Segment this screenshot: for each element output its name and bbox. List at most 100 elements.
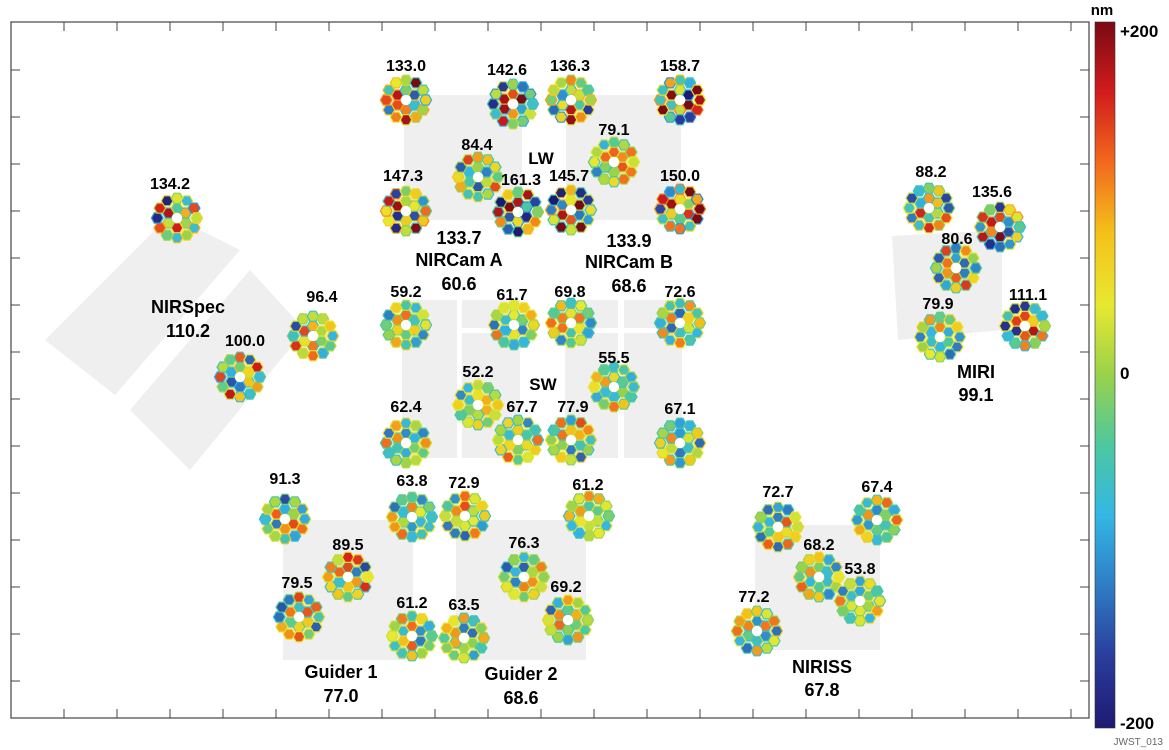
mirror-segment [607, 136, 621, 148]
mirror-segment [998, 320, 1012, 332]
mirror-segment [933, 311, 947, 323]
mirror-segment [673, 74, 687, 86]
mirror-segment [551, 631, 565, 643]
mirror-center-hole [583, 510, 595, 522]
wavefront-value-label: 72.6 [664, 284, 695, 301]
mirror-segment [902, 202, 916, 214]
wavefront-map: 55.5 [587, 350, 641, 413]
mirror-segment [282, 594, 296, 606]
mirror-center-hole [400, 205, 412, 217]
mirror-segment [887, 504, 901, 516]
mirror-segment [966, 252, 980, 264]
colorbar-bottom-label: -200 [1120, 714, 1154, 733]
mirror-segment [922, 182, 936, 194]
mirror-segment [590, 166, 604, 178]
mirror-segment [690, 193, 704, 205]
mirror-segment [572, 493, 586, 505]
mirror-segment [939, 279, 953, 291]
mirror-segment [458, 490, 472, 502]
mirror-segment [286, 330, 300, 342]
wavefront-value-label: 150.0 [660, 168, 700, 185]
mirror-segment [1018, 300, 1032, 312]
mirror-segment [405, 610, 419, 622]
mirror-segment [447, 649, 461, 661]
mirror-segment [1013, 221, 1027, 233]
wavefront-map: 84.4 [451, 137, 505, 203]
wavefront-value-label: 55.5 [598, 350, 629, 367]
mirror-segment [890, 514, 904, 526]
mirror-segment [547, 214, 561, 226]
mirror-segment [389, 188, 403, 200]
mirror-segment [422, 620, 436, 632]
mirror-segment [309, 601, 323, 613]
mirror-segment [663, 334, 677, 346]
mirror-segment [581, 307, 595, 319]
mirror-segment [491, 206, 505, 218]
mirror-segment [939, 192, 953, 204]
mirror-segment [500, 581, 514, 593]
mirror-segment [488, 161, 502, 173]
mirror-segment [693, 94, 707, 106]
mirror-segment [517, 551, 531, 563]
mirror-segment [461, 416, 475, 428]
mirror-segment [298, 513, 312, 525]
mirror-segment [272, 611, 286, 623]
mirror-center-hole [994, 221, 1006, 233]
nircam-b-value: 68.6 [611, 276, 646, 296]
mirror-segment [939, 245, 953, 257]
figure-code: JWST_013 [1114, 737, 1164, 748]
mirror-segment [587, 381, 601, 393]
wavefront-map: 89.5 [321, 537, 375, 603]
mirror-segment [422, 501, 436, 513]
wavefront-value-label: 67.1 [664, 401, 695, 418]
wavefront-map: 72.7 [751, 484, 805, 553]
mirror-segment [361, 571, 375, 583]
mirror-segment [528, 196, 542, 208]
mirror-segment [282, 628, 296, 640]
mirror-center-hole [950, 262, 962, 274]
mirror-segment [497, 571, 511, 583]
mirror-segment [730, 625, 744, 637]
guider-1-name: Guider 1 [304, 662, 377, 682]
mirror-segment [541, 614, 555, 626]
mirror-segment [973, 221, 987, 233]
mirror-center-hole [923, 202, 935, 214]
mirror-segment [507, 588, 521, 600]
mirror-segment [673, 183, 687, 195]
mirror-segment [497, 302, 511, 314]
mirror-segment [750, 605, 764, 617]
wavefront-value-label: 145.7 [549, 168, 589, 185]
mirror-segment [590, 391, 604, 403]
wavefront-map: 79.1 [587, 122, 641, 188]
mirror-segment [511, 414, 525, 426]
mirror-segment [447, 615, 461, 627]
mirror-segment [258, 513, 272, 525]
mirror-segment [578, 604, 592, 616]
wavefront-map: 72.9 [438, 475, 492, 542]
mirror-segment [451, 171, 465, 183]
mirror-segment [949, 242, 963, 254]
mirror-segment [389, 420, 403, 432]
mirror-segment [597, 364, 611, 376]
mirror-segment [534, 561, 548, 573]
wavefront-maps: 134.2 96.4 100.0 133.0 142.6 84.4 147.3 161.3 13… [150, 58, 1052, 664]
mirror-segment [501, 451, 515, 463]
mirror-segment [950, 321, 964, 333]
mirror-segment [663, 300, 677, 312]
mirror-segment [471, 151, 485, 163]
mirror-center-hole [234, 371, 246, 383]
mirror-segment [275, 621, 289, 633]
wavefront-value-label: 63.8 [396, 473, 427, 490]
mirror-center-hole [342, 571, 354, 583]
wavefront-value-label: 158.7 [660, 58, 700, 75]
mirror-segment [693, 317, 707, 329]
frame-ticks [11, 22, 1089, 718]
mirror-segment [932, 272, 946, 284]
mirror-segment [564, 74, 578, 86]
mirror-segment [587, 156, 601, 168]
mirror-segment [425, 630, 439, 642]
mirror-segment [544, 624, 558, 636]
mirror-segment [740, 642, 754, 654]
wavefront-map: 150.0 [653, 168, 707, 235]
mirror-segment [461, 188, 475, 200]
